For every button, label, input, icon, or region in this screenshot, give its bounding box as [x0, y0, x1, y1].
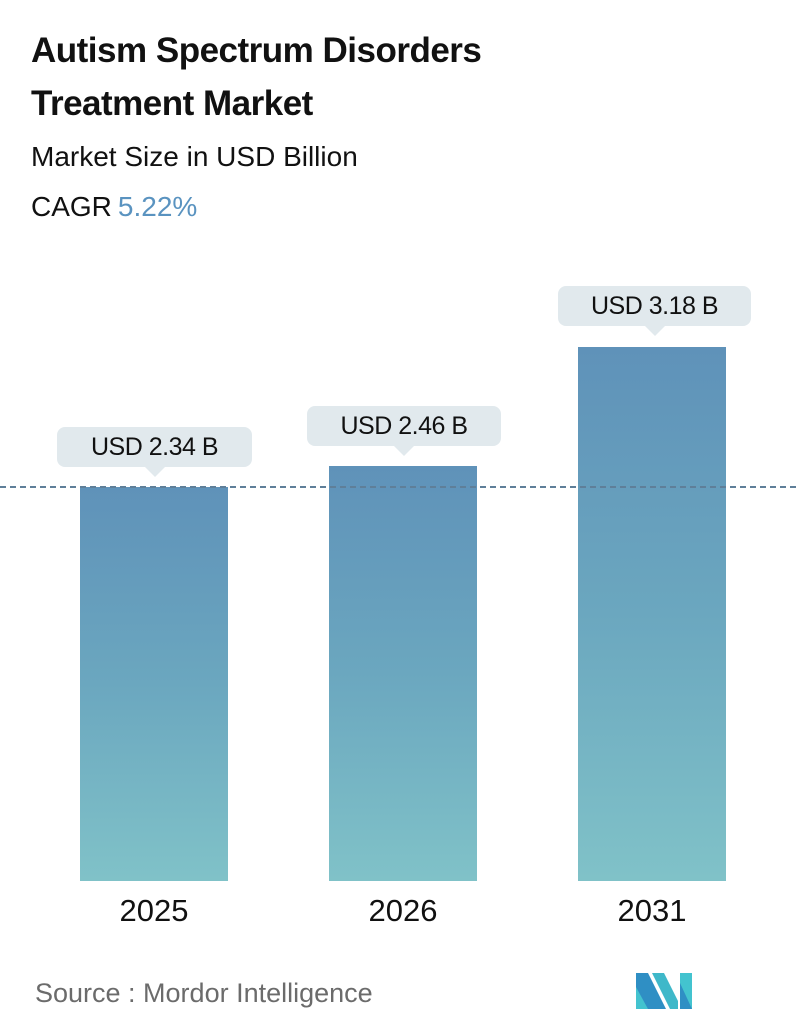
cagr-label: CAGR — [31, 191, 112, 222]
chart-subtitle: Market Size in USD Billion — [31, 141, 358, 172]
bar-2025 — [80, 487, 228, 881]
data-label-2026: USD 2.46 B — [307, 406, 501, 456]
bar-2026 — [329, 466, 477, 881]
cagr-value: 5.22% — [117, 191, 198, 222]
x-tick-2031: 2031 — [617, 893, 687, 928]
x-tick-2025: 2025 — [119, 893, 189, 928]
mordor-intelligence-logo-icon — [636, 973, 692, 1009]
x-tick-2026: 2026 — [368, 893, 438, 928]
source-text: Source : Mordor Intelligence — [35, 978, 373, 1008]
reference-dashed-line — [0, 486, 796, 488]
chart-title: Autism Spectrum Disorders Treatment Mark… — [31, 31, 482, 123]
data-label-2025: USD 2.34 B — [57, 427, 252, 477]
cagr-line: CAGR 5.22% — [31, 189, 197, 225]
bar-2031 — [578, 347, 726, 881]
data-label-2031: USD 3.18 B — [558, 286, 751, 336]
